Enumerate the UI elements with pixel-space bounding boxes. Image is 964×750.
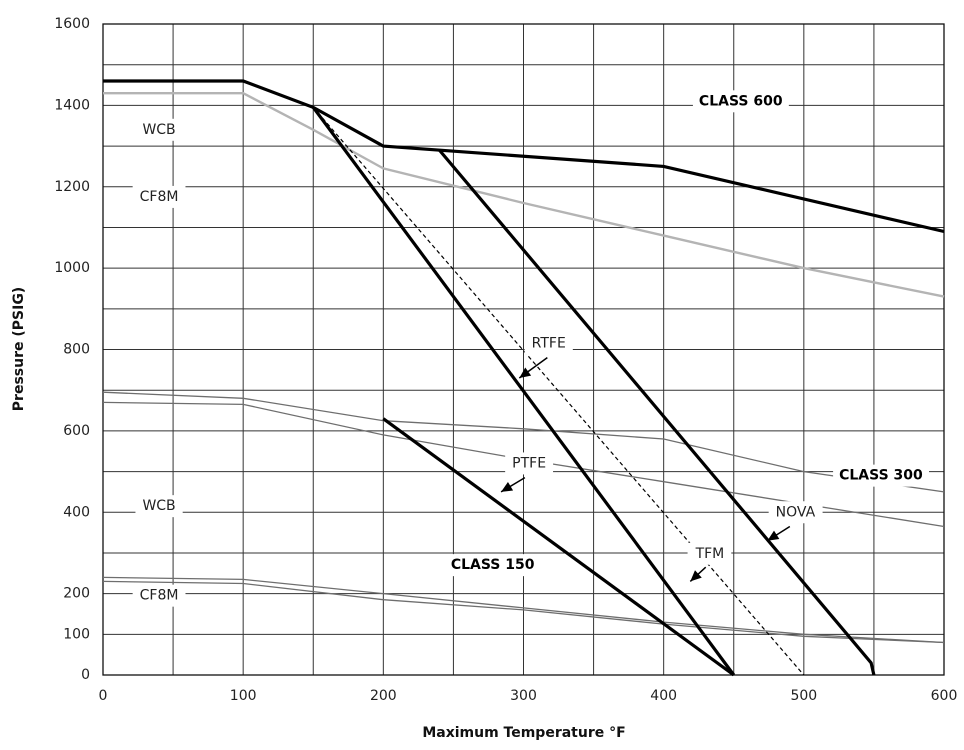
callout-arrow bbox=[766, 525, 791, 542]
series-line-class600-cf8m bbox=[103, 91, 945, 298]
y-tick-label: 400 bbox=[63, 504, 90, 520]
series-line-class300-wcb bbox=[102, 391, 945, 493]
annotation-text: CF8M bbox=[140, 189, 179, 205]
x-tick-label: 300 bbox=[510, 688, 537, 704]
callout-arrow bbox=[500, 477, 526, 493]
y-tick-label: 800 bbox=[63, 342, 90, 358]
y-tick-label: 1200 bbox=[54, 179, 90, 195]
y-tick-label: 1600 bbox=[54, 16, 90, 32]
annotation-text: WCB bbox=[142, 498, 175, 514]
annotation-text: CF8M bbox=[140, 588, 179, 604]
y-tick-label: 1400 bbox=[54, 97, 90, 113]
series-layer bbox=[102, 79, 945, 677]
annotation-label: CF8M bbox=[132, 185, 186, 208]
annotation-label: CF8M bbox=[132, 584, 186, 607]
y-tick-label: 200 bbox=[63, 586, 90, 602]
annotation-layer: CLASS 600 CLASS 300 CLASS 150 WCB CF8M WCB CF8… bbox=[132, 90, 930, 607]
tick-layer: 0 100 200 300 400 500 600 0 100 200 400 600 800 1000 1… bbox=[54, 16, 957, 704]
y-tick-label: 100 bbox=[63, 626, 90, 642]
x-tick-label: 500 bbox=[790, 688, 817, 704]
y-tick-label: 1000 bbox=[54, 260, 90, 276]
annotation-text: WCB bbox=[142, 122, 175, 138]
series-line-rtfe bbox=[312, 106, 736, 676]
series-line-class600-wcb bbox=[103, 79, 945, 234]
annotation-label: CLASS 150 bbox=[444, 554, 541, 577]
annotation-text: CLASS 150 bbox=[451, 557, 535, 573]
series-line-ptfe bbox=[382, 417, 735, 677]
y-tick-label: 0 bbox=[81, 667, 90, 683]
grid bbox=[102, 23, 945, 676]
series-line-class150-cf8m bbox=[102, 580, 945, 644]
y-axis-title: Pressure (PSIG) bbox=[11, 287, 27, 411]
annotation-label: WCB bbox=[135, 118, 183, 141]
series-line-class150-wcb bbox=[102, 576, 945, 644]
x-axis-title: Maximum Temperature °F bbox=[422, 725, 625, 741]
series-line-tfm bbox=[312, 107, 805, 676]
callout-arrow bbox=[689, 566, 707, 582]
annotation-label: NOVA bbox=[768, 501, 823, 524]
annotation-text: PTFE bbox=[512, 455, 546, 471]
annotation-label: TFM bbox=[687, 542, 732, 565]
annotation-label: PTFE bbox=[505, 452, 554, 475]
plot-frame bbox=[102, 23, 945, 676]
x-tick-label: 100 bbox=[230, 688, 257, 704]
x-tick-label: 200 bbox=[370, 688, 397, 704]
y-tick-label: 600 bbox=[63, 423, 90, 439]
series-line-nova bbox=[438, 149, 876, 676]
arrow-layer bbox=[500, 357, 791, 582]
x-tick-label: 600 bbox=[931, 688, 958, 704]
x-tick-label: 0 bbox=[99, 688, 108, 704]
annotation-label: CLASS 300 bbox=[833, 464, 930, 487]
x-tick-label: 400 bbox=[650, 688, 677, 704]
annotation-text: NOVA bbox=[776, 504, 816, 520]
callout-arrow bbox=[518, 357, 548, 379]
annotation-label: WCB bbox=[135, 495, 183, 518]
annotation-label: CLASS 600 bbox=[692, 90, 789, 113]
annotation-text: CLASS 300 bbox=[839, 468, 923, 484]
annotation-text: CLASS 600 bbox=[699, 93, 783, 109]
annotation-label: RTFE bbox=[524, 332, 573, 355]
annotation-text: TFM bbox=[695, 546, 725, 562]
annotation-text: RTFE bbox=[532, 335, 566, 351]
